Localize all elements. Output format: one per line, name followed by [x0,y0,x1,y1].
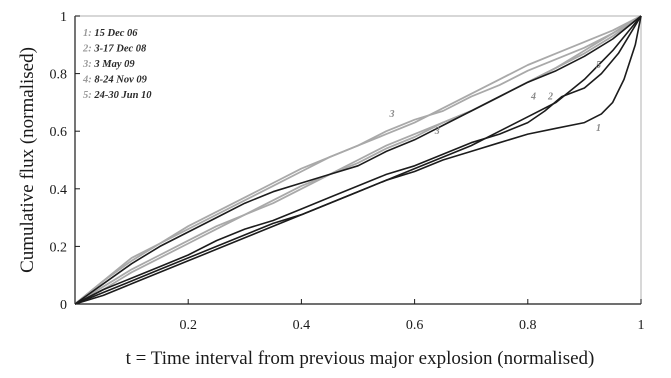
legend-number: 3 [82,59,88,70]
x-tick-label: 0.6 [406,318,424,333]
x-tick-label: 0.8 [519,318,537,333]
legend-separator: : [88,44,94,55]
series-line-1 [74,15,642,305]
series-line [74,15,642,305]
x-tick-label: 0.4 [293,318,311,333]
curve-labels: 3 3 4 2 5 1 [388,60,601,137]
legend-label: 3 May 09 [93,59,135,70]
curve-label: 5 [596,60,601,71]
series-line-2 [74,15,642,305]
legend-separator: : [88,59,94,70]
legend-number: 2 [82,44,89,55]
y-tick-label: 0.2 [50,240,68,255]
legend: 1: 15 Dec 06 2: 3-17 Dec 08 3: 3 May 09 4: … [82,28,152,101]
legend-label: 15 Dec 06 [94,28,138,39]
legend-label: 8-24 Nov 09 [94,75,147,86]
legend-entry: 5: 24-30 Jun 10 [83,90,152,101]
axes [74,15,642,305]
series-line-5 [74,15,642,305]
curve-label: 3 [434,126,440,137]
legend-separator: : [88,28,94,39]
series-line [74,15,642,305]
curve-label: 3 [388,109,394,120]
x-tick-label: 0.2 [179,318,197,333]
y-axis-title: Cumulative flux (normalised) [17,47,38,273]
legend-number: 4 [82,75,88,86]
legend-entry: 4: 8-24 Nov 09 [82,75,148,86]
x-axis-title: t = Time interval from previous major ex… [126,348,595,369]
x-tick-label: 1 [638,318,645,333]
legend-separator: : [88,90,94,101]
y-tick-label: 0.6 [50,125,68,140]
x-ticks: 0.2 0.4 0.6 0.8 1 [179,299,645,333]
legend-entry: 3: 3 May 09 [82,59,135,70]
curve-label: 4 [530,92,536,103]
y-tick-label: 0.8 [50,68,68,83]
curve-label: 2 [547,92,553,103]
y-ticks: 0 0.2 0.4 0.6 0.8 1 [50,10,80,313]
legend-number: 1 [83,28,88,39]
legend-entry: 1: 15 Dec 06 [83,28,138,39]
series-line [74,15,642,305]
legend-label: 24-30 Jun 10 [93,90,152,101]
y-tick-label: 0.4 [50,183,68,198]
legend-entry: 2: 3-17 Dec 08 [82,44,147,55]
y-tick-label: 0 [60,298,67,313]
legend-separator: : [88,75,94,86]
y-tick-label: 1 [60,10,67,25]
legend-number: 5 [83,90,88,101]
series-lines [74,15,642,305]
curve-label: 1 [596,123,601,134]
legend-label: 3-17 Dec 08 [93,44,147,55]
